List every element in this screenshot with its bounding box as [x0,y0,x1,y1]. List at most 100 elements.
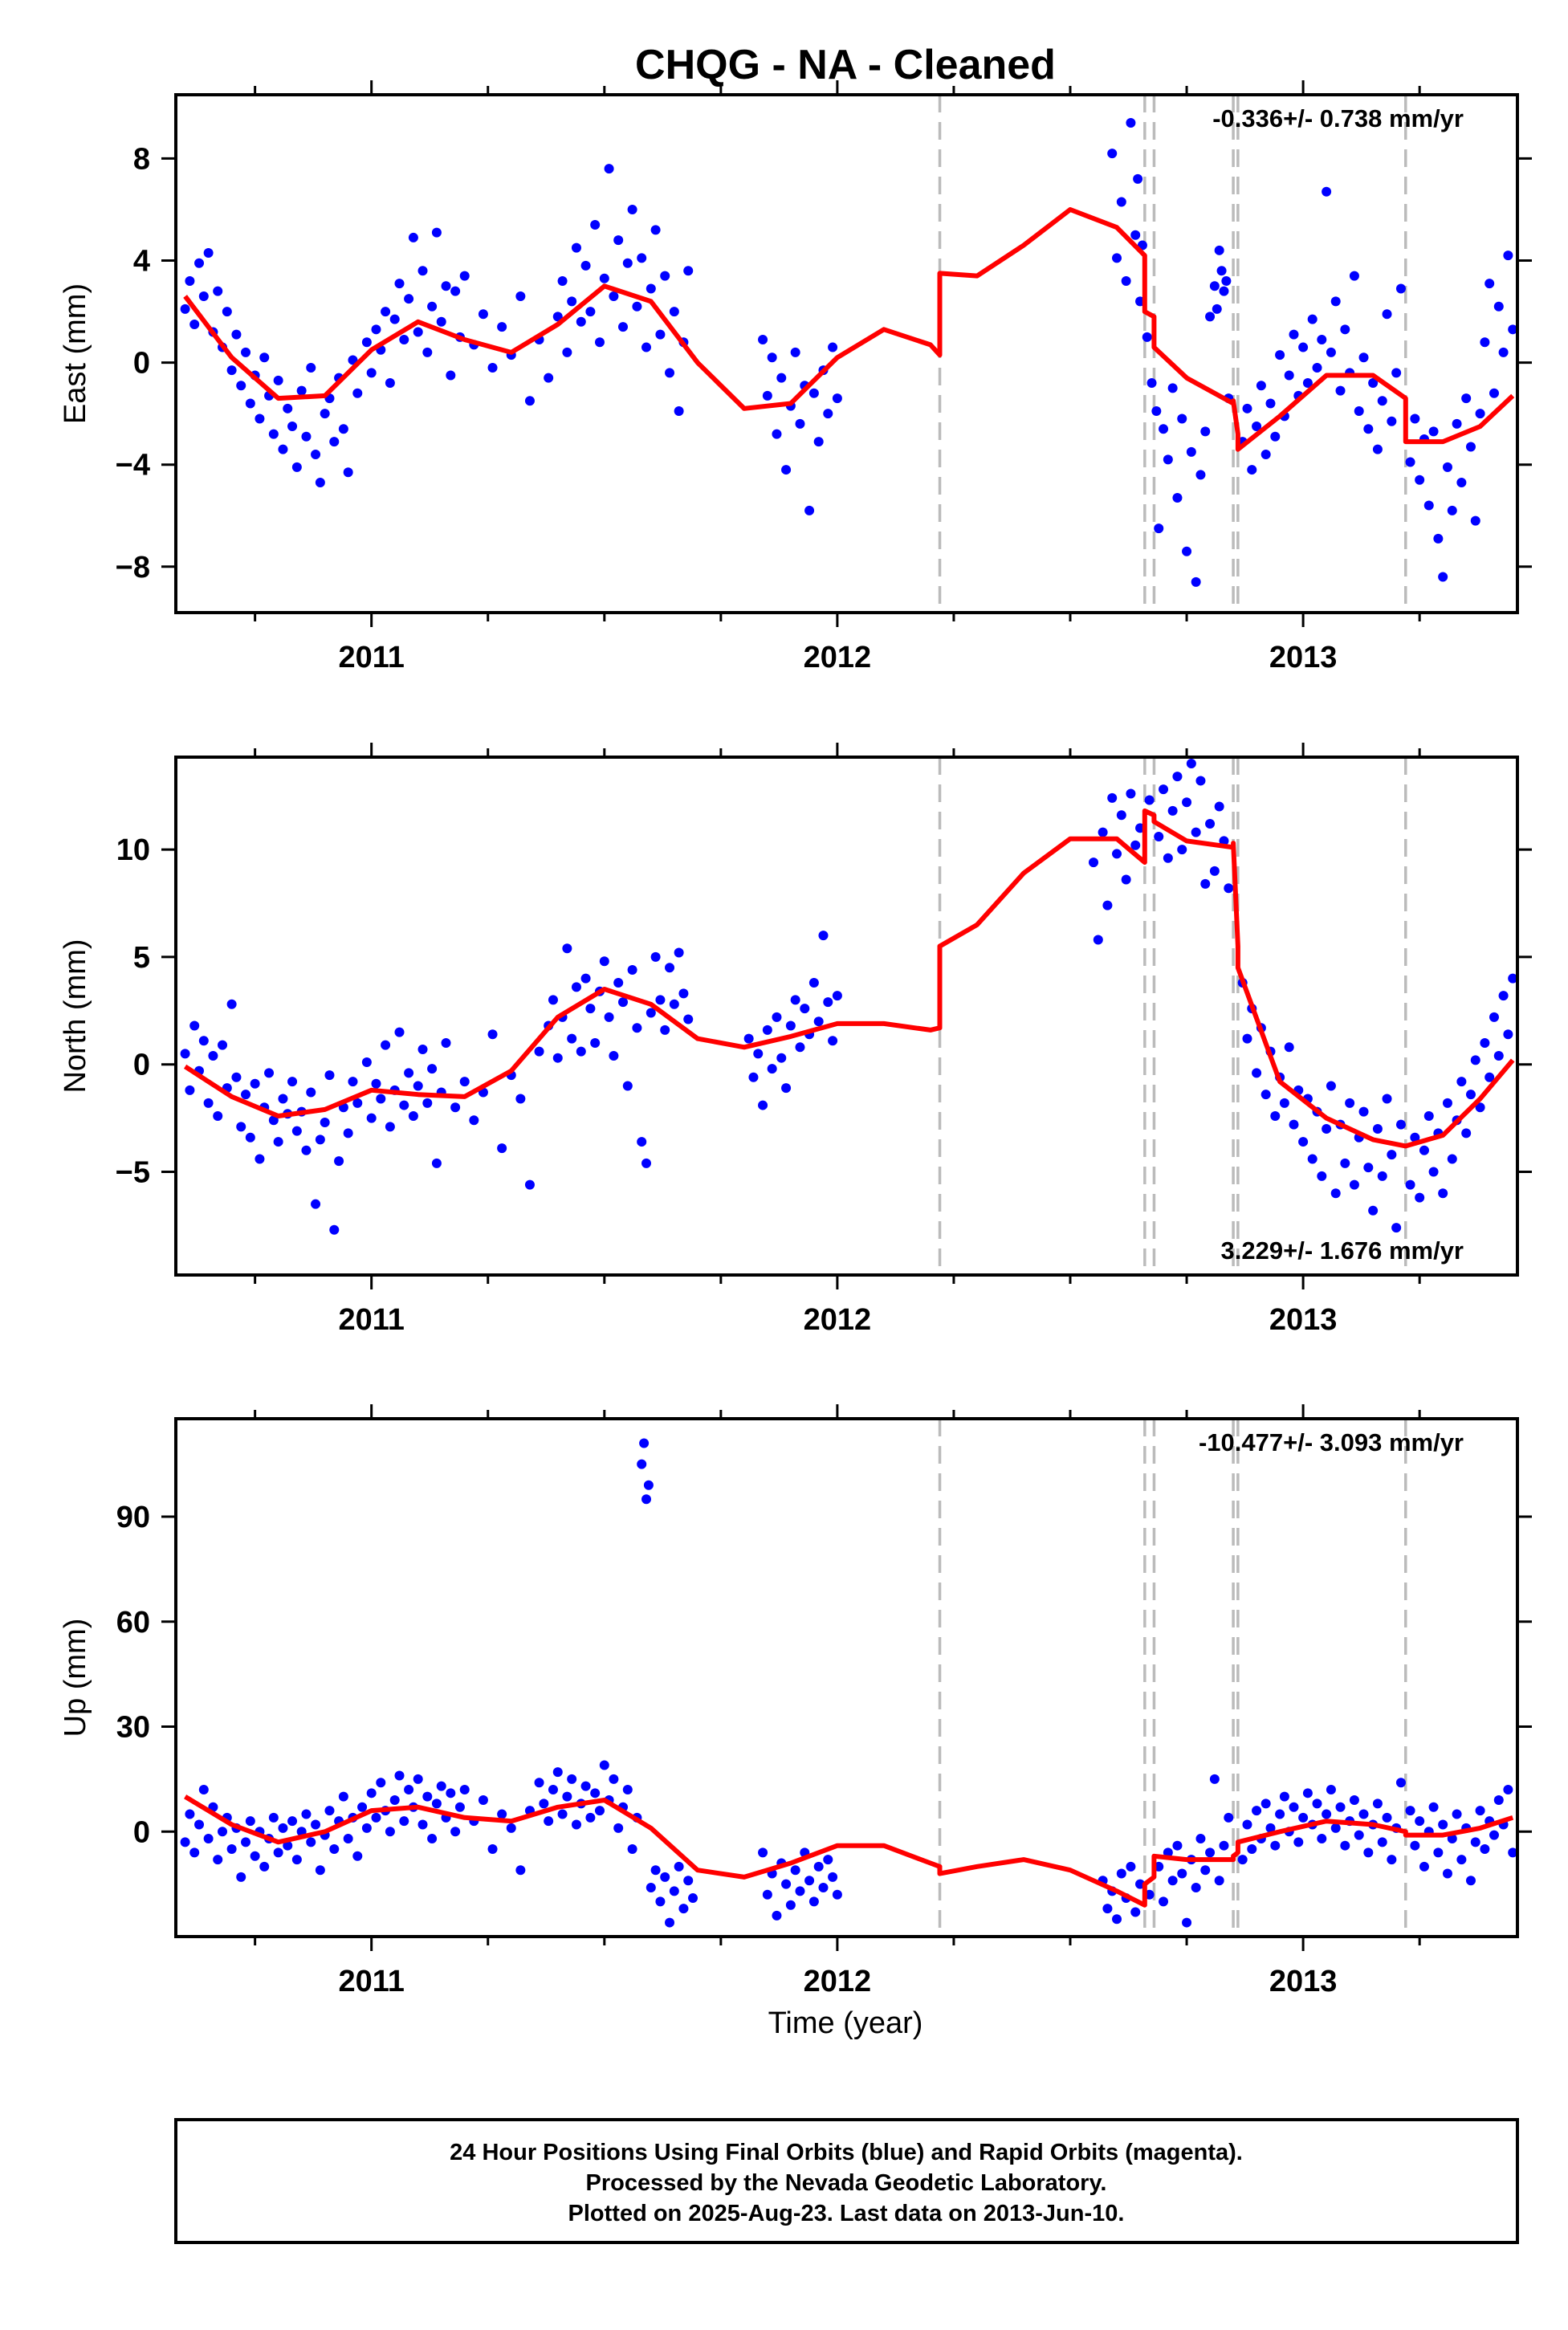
east-point-101 [772,429,782,439]
north-point-48 [408,1110,418,1121]
up-point-190 [1442,1868,1452,1879]
up-point-32 [329,1844,340,1855]
up-point-82 [599,1760,609,1770]
east-point-50 [417,266,428,276]
up-point-187 [1428,1802,1439,1812]
east-point-53 [431,227,442,238]
up-x-tick-label-2012: 2012 [804,1965,872,1998]
north-point-68 [552,1053,563,1063]
east-point-30 [320,409,330,419]
east-point-22 [283,403,293,413]
up-point-141 [1200,1865,1211,1876]
north-point-84 [627,964,637,975]
north-point-100 [758,1100,768,1110]
north-point-126 [1130,840,1141,850]
east-point-186 [1428,426,1439,437]
north-point-164 [1326,1081,1336,1091]
north-point-163 [1322,1124,1332,1134]
up-point-34 [338,1791,348,1802]
up-x-tick-label-2013: 2013 [1269,1965,1338,1998]
east-point-86 [632,301,642,312]
east-point-77 [590,220,601,230]
north-point-131 [1163,853,1173,863]
up-point-0 [180,1837,190,1847]
figure-title: CHQG - NA - Cleaned [635,42,1056,88]
north-point-15 [250,1078,260,1089]
up-point-26 [301,1809,312,1819]
east-point-52 [427,301,438,312]
up-point-42 [376,1778,386,1788]
north-point-29 [315,1134,325,1145]
north-point-146 [1242,1033,1252,1044]
north-point-179 [1395,1119,1406,1130]
north-point-111 [808,978,819,988]
up-point-103 [688,1893,698,1904]
north-point-37 [352,1098,363,1108]
north-point-103 [772,1012,782,1022]
north-point-33 [334,1156,344,1167]
east-point-117 [1116,197,1126,207]
east-point-69 [552,312,563,322]
up-point-97 [660,1872,670,1882]
north-point-43 [385,1122,395,1132]
east-y-axis-label: East (mm) [59,283,92,424]
east-point-197 [1480,337,1490,348]
north-point-13 [241,1090,251,1100]
north-point-124 [1121,874,1131,885]
east-point-171 [1354,405,1364,416]
east-point-45 [394,279,405,289]
east-point-76 [585,307,596,317]
north-x-tick-label-2012: 2012 [804,1303,872,1337]
north-point-30 [320,1117,330,1127]
east-point-164 [1322,186,1332,197]
up-point-62 [478,1795,488,1806]
north-point-36 [348,1077,358,1087]
up-point-96 [655,1896,666,1907]
east-point-105 [790,347,800,357]
north-point-129 [1154,832,1164,842]
up-point-98 [665,1917,675,1928]
up-point-145 [1219,1840,1229,1851]
north-point-119 [1098,827,1108,837]
north-point-114 [823,997,833,1008]
east-point-83 [618,322,628,332]
east-point-168 [1340,324,1350,335]
north-point-121 [1107,792,1118,803]
north-point-71 [567,1033,577,1044]
up-point-178 [1382,1812,1392,1823]
north-point-199 [1493,1051,1504,1061]
up-plot-area [176,1419,1517,1937]
north-point-101 [762,1024,772,1035]
east-point-100 [767,352,777,363]
north-point-165 [1330,1188,1341,1199]
up-point-154 [1270,1840,1281,1851]
east-point-136 [1195,470,1206,480]
east-point-148 [1247,465,1257,475]
up-point-171 [1349,1795,1359,1806]
up-frame [174,1417,1519,1938]
north-point-78 [599,956,609,967]
north-point-201 [1503,1029,1513,1040]
up-point-7 [213,1855,223,1865]
up-point-117 [818,1882,829,1892]
east-point-182 [1410,413,1420,424]
up-point-105 [762,1889,772,1900]
east-point-37 [352,388,363,398]
north-point-176 [1382,1094,1392,1104]
east-point-137 [1200,426,1211,437]
north-point-134 [1177,845,1187,855]
up-point-102 [683,1876,694,1886]
up-x-tick-label-2011: 2011 [338,1965,404,1998]
x-axis-label: Time (year) [768,2006,923,2040]
north-point-53 [431,1158,442,1168]
up-point-184 [1415,1816,1425,1827]
north-point-156 [1289,1119,1299,1130]
east-point-71 [562,347,572,357]
east-point-35 [343,467,353,478]
up-point-200 [1489,1830,1499,1840]
east-point-90 [650,225,661,235]
up-point-104 [758,1847,768,1858]
up-point-24 [291,1855,302,1865]
north-point-63 [515,1094,526,1104]
up-point-90 [637,1459,647,1469]
